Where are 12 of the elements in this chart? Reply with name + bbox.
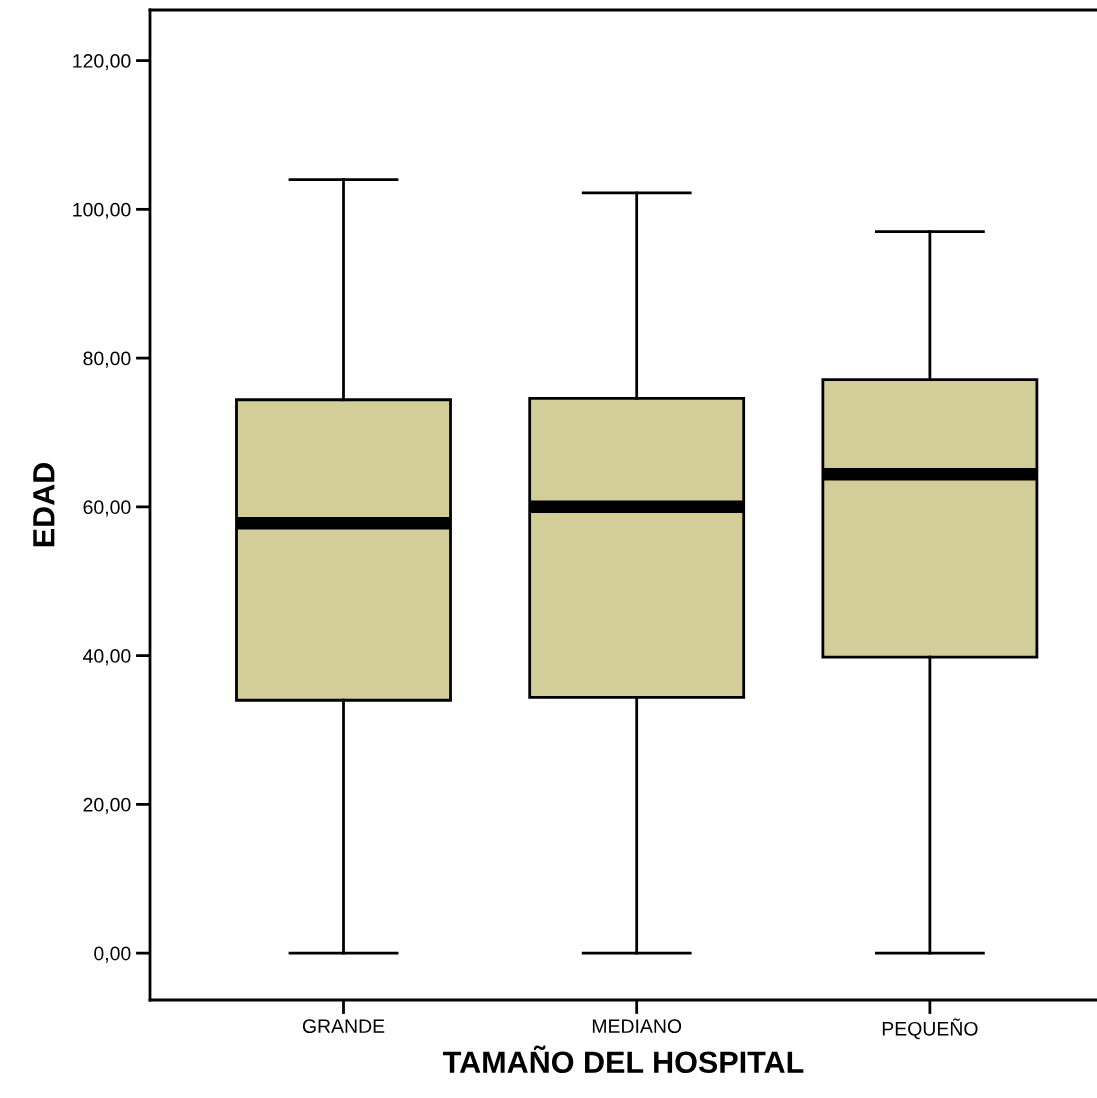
x-tick-label: MEDIANO [592, 1019, 682, 1034]
y-tick-label: 120,00 [73, 54, 131, 71]
y-axis-title: EDAD [33, 463, 55, 547]
x-tick-label: GRANDE [302, 1019, 385, 1034]
y-tick-label: 0,00 [94, 946, 131, 963]
y-tick-label: 20,00 [83, 797, 131, 814]
x-tick-label: PEQUEÑO [882, 1018, 978, 1040]
y-tick-label: 40,00 [83, 649, 131, 666]
x-axis-title: TAMAÑO DEL HOSPITAL [443, 1045, 804, 1074]
y-tick-label: 80,00 [83, 351, 131, 368]
y-tick-label: 100,00 [73, 202, 131, 219]
y-tick-label: 60,00 [83, 500, 131, 517]
